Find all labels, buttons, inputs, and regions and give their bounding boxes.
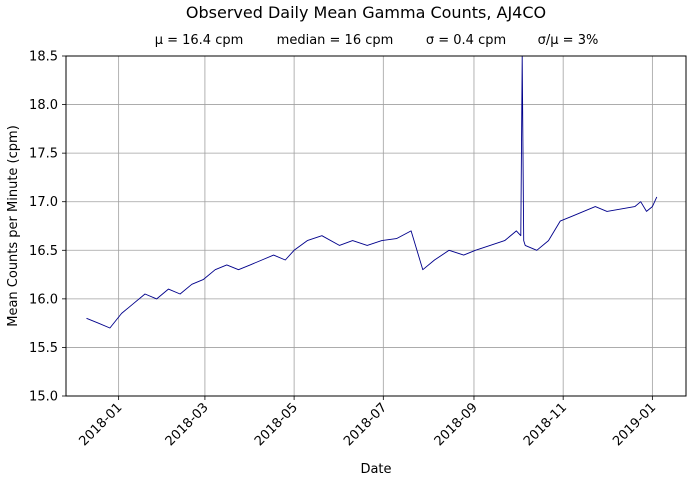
stat-sigma: σ = 0.4 cpm (426, 33, 506, 48)
series-line-0 (86, 56, 658, 329)
stat-median: median = 16 cpm (277, 33, 394, 48)
y-tick-label: 18.5 (29, 50, 58, 65)
y-tick-label: 16.5 (29, 244, 58, 259)
y-axis-label: Mean Counts per Minute (cpm) (6, 125, 21, 327)
stat-mean: μ = 16.4 cpm (155, 33, 244, 48)
y-tick-label: 17.0 (29, 195, 58, 210)
plot-series (86, 56, 658, 329)
y-tick-label: 15.0 (29, 390, 58, 405)
y-tick-label: 17.5 (29, 147, 58, 162)
chart-title: Observed Daily Mean Gamma Counts, AJ4CO (186, 3, 546, 22)
x-axis-label: Date (360, 462, 391, 477)
grid (66, 55, 686, 397)
stat-cv: σ/μ = 3% (538, 33, 599, 48)
y-axis: 15.0 15.5 16.0 16.5 17.0 17.5 18.0 18.5 (29, 50, 66, 405)
y-tick-label: 15.5 (29, 341, 58, 356)
y-tick-label: 16.0 (29, 292, 58, 307)
y-tick-label: 18.0 (29, 98, 58, 113)
plot-frame (65, 55, 687, 397)
